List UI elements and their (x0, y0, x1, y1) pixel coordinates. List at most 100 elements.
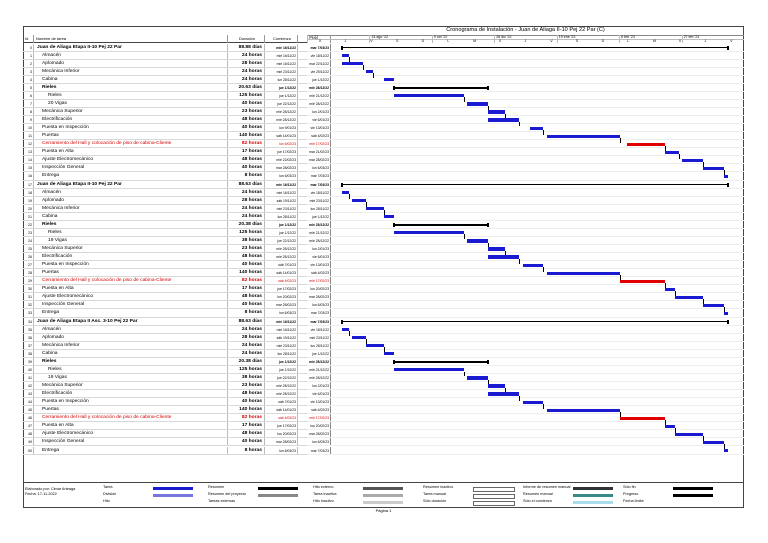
col-start-header[interactable]: Comienzo (265, 35, 298, 43)
table-row[interactable]: 49 Inspección General 40 horas mar 28/02/23… (23, 438, 331, 447)
table-row[interactable]: 4 Cabina 24 horas lun 28/11/22 jue 1/12/22 (23, 75, 331, 84)
table-row[interactable]: 13 Puesta en Alta 17 horas jue 17/02/23 mar … (23, 148, 331, 157)
table-row[interactable]: 26 Electrificación 48 horas mié 28/12/22 vie… (23, 253, 331, 262)
table-row[interactable]: 50 Entrega 8 horas lun 6/03/23 mar 7/03/23 (23, 446, 331, 455)
task-bar[interactable] (383, 215, 395, 219)
table-row[interactable]: 32 Inspección General 40 horas mar 28/02/23… (23, 301, 331, 310)
summary-bar[interactable] (393, 86, 489, 90)
summary-bar[interactable] (393, 360, 489, 364)
table-row[interactable]: 16 Entrega 8 horas lun 6/03/23 mar 7/03/23 (23, 172, 331, 181)
task-bar[interactable] (522, 263, 544, 267)
task-bar[interactable] (724, 448, 728, 453)
task-bar[interactable] (366, 70, 374, 74)
table-row[interactable]: 41 19 Vigas 38 horas jue 22/12/22 mié 28/12/… (23, 373, 331, 382)
table-row[interactable]: 22 Rieles 20.38 días jue 1/12/22 mié 28/12/2… (23, 220, 331, 229)
table-row[interactable]: 5 Rieles 20.63 días jue 1/12/22 mié 28/12/22 (23, 83, 331, 92)
table-row[interactable]: 1 Almacén 24 horas mié 16/11/22 vie 18/11/22 (23, 51, 331, 60)
table-row[interactable]: 42 Mecánica Superior 23 horas mié 28/12/22 l… (23, 382, 331, 391)
table-row[interactable]: 8 Mecánica Superior 23 horas mié 28/12/22 lu… (23, 107, 331, 117)
table-row[interactable]: 43 Electrificación 48 horas mié 28/12/22 vie… (23, 390, 331, 399)
task-bar[interactable] (546, 134, 620, 138)
task-bar[interactable] (341, 62, 363, 66)
table-row[interactable]: 14 Ajuste Electromecánico 48 horas mié 22/0… (23, 156, 331, 165)
table-row[interactable]: 36 Aplomado 28 horas sáb 19/11/22 mié 23/11/… (23, 333, 331, 342)
table-row[interactable]: 45 Puertas 140 horas sáb 14/01/23 sáb 4/02/2… (23, 406, 331, 415)
table-row[interactable]: 7 20 Vigas 40 horas jue 22/12/22 mié 28/12/2… (23, 99, 331, 108)
task-bar[interactable] (383, 352, 395, 356)
task-bar[interactable] (675, 432, 704, 436)
table-row[interactable]: 2 Aplomado 28 horas mié 16/11/22 mar 22/11/2… (23, 59, 331, 68)
table-row[interactable]: 33 Entrega 8 horas lun 6/03/23 mar 7/03/23 (23, 309, 331, 318)
col-duration-header[interactable]: Duración (228, 35, 265, 43)
table-row[interactable]: 34 Juan de Aliaga Etapa II Asc. 3-10 Pej … (23, 317, 331, 326)
task-bar[interactable] (487, 384, 506, 388)
task-bar[interactable] (546, 408, 620, 412)
task-bar[interactable] (529, 126, 544, 130)
table-row[interactable]: 24 19 Vigas 38 horas jue 22/12/22 mié 28/12/… (23, 236, 331, 245)
table-row[interactable]: 31 Ajuste Electromecánico 48 horas lun 20/0… (23, 293, 331, 302)
task-bar[interactable] (467, 376, 488, 380)
table-row[interactable]: 11 Puertas 140 horas sáb 14/01/23 sáb 4/02/2… (23, 132, 331, 141)
task-bar[interactable] (394, 94, 464, 98)
task-bar[interactable] (703, 303, 725, 307)
task-bar[interactable] (487, 110, 506, 114)
task-bar[interactable] (467, 102, 488, 106)
critical-task-bar[interactable] (619, 416, 666, 420)
task-bar[interactable] (383, 78, 395, 82)
task-bar[interactable] (675, 295, 704, 299)
col-name-header[interactable]: Nombre de tarea (34, 35, 228, 43)
task-bar[interactable] (487, 118, 520, 122)
table-row[interactable]: 9 Electrificación 48 horas mié 28/12/22 vie … (23, 116, 331, 125)
col-id-header[interactable]: Id (23, 35, 34, 43)
task-bar[interactable] (487, 255, 520, 259)
task-bar[interactable] (546, 271, 620, 275)
table-row[interactable]: 27 Puesta en Inspección 40 horas sáb 7/01/2… (23, 261, 331, 270)
table-row[interactable]: 35 Almacén 24 horas mié 16/11/22 vie 18/11/2… (23, 325, 331, 334)
table-row[interactable]: 46 Cerramiento del Hall y colocación de p… (23, 414, 331, 423)
table-row[interactable]: 30 Puesta en Alta 17 horas jue 17/02/23 lun … (23, 285, 331, 294)
task-bar[interactable] (366, 344, 384, 348)
task-bar[interactable] (703, 440, 725, 445)
task-bar[interactable] (487, 392, 520, 396)
table-row[interactable]: 25 Mecánica Superior 23 horas mié 28/12/22 l… (23, 245, 331, 254)
summary-bar[interactable] (340, 182, 729, 187)
task-bar[interactable] (522, 400, 544, 404)
table-row[interactable]: 47 Puesta en Alta 17 horas jue 17/02/23 lun … (23, 422, 331, 431)
task-bar[interactable] (341, 328, 349, 332)
task-bar[interactable] (724, 174, 728, 179)
task-bar[interactable] (665, 287, 676, 291)
table-row[interactable]: 38 Cabina 24 horas lun 28/11/22 jue 1/12/22 (23, 349, 331, 358)
task-bar[interactable] (341, 53, 349, 58)
table-row[interactable]: 48 Ajuste Electromecánico 48 horas lun 20/0… (23, 430, 331, 439)
task-bar[interactable] (352, 336, 367, 340)
table-row[interactable]: 21 Cabina 24 horas lun 28/11/22 jue 1/12/22 (23, 212, 331, 221)
table-row[interactable]: 3 Mecánica Inferior 24 horas mié 23/11/22 vi… (23, 67, 331, 76)
table-row[interactable]: 29 Cerramiento del Hall y colocación de p… (23, 277, 331, 286)
table-row[interactable]: 20 Mecánica Inferior 24 horas mié 23/11/22 l… (23, 204, 331, 213)
task-bar[interactable] (394, 368, 464, 372)
summary-bar[interactable] (340, 319, 729, 324)
table-row[interactable]: 39 Rieles 20.38 días jue 1/12/22 mié 28/12/2… (23, 357, 331, 366)
table-row[interactable]: 19 Aplomado 28 horas sáb 19/11/22 mié 23/11/… (23, 196, 331, 205)
table-row[interactable]: 6 Rieles 125 horas jue 1/12/22 mié 21/12/22 (23, 91, 331, 100)
table-row[interactable]: 28 Puertas 140 horas sáb 14/01/23 sáb 4/02/2… (23, 269, 331, 278)
table-row[interactable]: 12 Cerramiento del Hall y colocación de p… (23, 140, 331, 149)
task-bar[interactable] (366, 207, 384, 211)
critical-task-bar[interactable] (619, 279, 666, 283)
table-row[interactable]: 37 Mecánica Inferior 24 horas mié 23/11/22 l… (23, 341, 331, 350)
task-bar[interactable] (682, 158, 704, 162)
critical-task-bar[interactable] (626, 142, 666, 146)
task-bar[interactable] (703, 166, 725, 170)
task-bar[interactable] (487, 247, 506, 251)
table-row[interactable]: 15 Inspección General 40 horas mar 28/02/23… (23, 164, 331, 173)
table-row[interactable]: 40 Rieles 125 horas jue 1/12/22 mié 21/12/22 (23, 365, 331, 374)
table-row[interactable]: 18 Almacén 24 horas mié 16/11/22 vie 18/11/2… (23, 188, 331, 197)
table-row[interactable]: 23 Rieles 125 horas jue 1/12/22 mié 21/12/22 (23, 228, 331, 237)
task-bar[interactable] (665, 150, 679, 154)
table-row[interactable]: 44 Puesta en Inspección 40 horas sáb 7/01/2… (23, 398, 331, 407)
table-row[interactable]: 17 Juan de Aliaga Etapa II-10 Pej 22 Par 8… (23, 180, 331, 189)
summary-bar[interactable] (393, 223, 489, 227)
task-bar[interactable] (724, 311, 728, 316)
task-bar[interactable] (467, 239, 488, 243)
task-bar[interactable] (352, 199, 367, 203)
